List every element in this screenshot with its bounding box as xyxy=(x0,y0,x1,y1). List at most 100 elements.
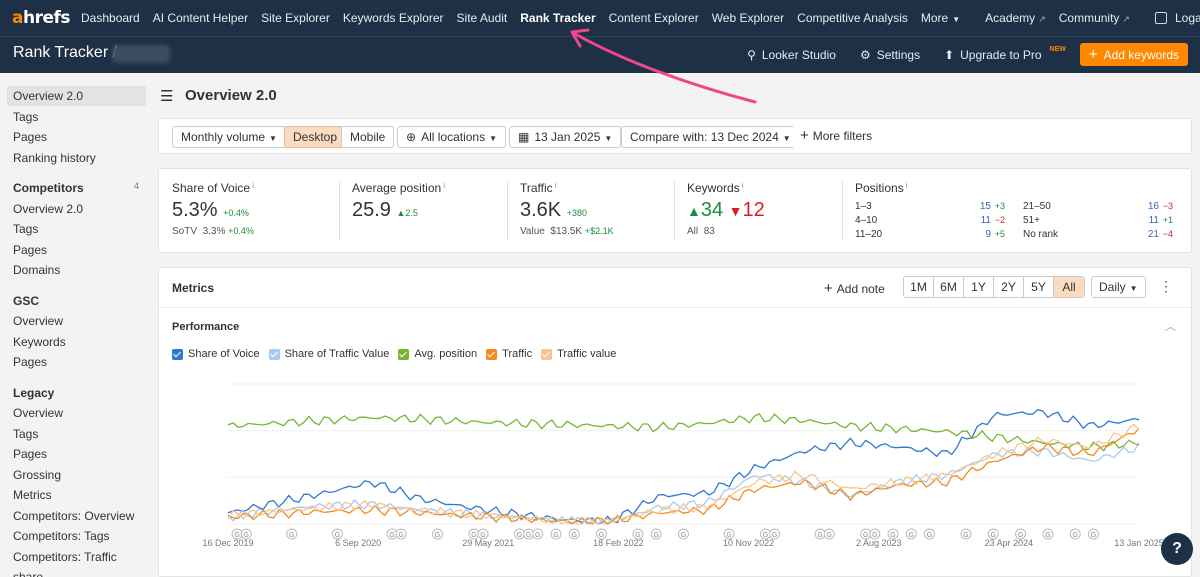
performance-chart[interactable]: G G G G G G G G G G G G G G G G G G G G G G G G G G G G G G G G G G16 Dec… xyxy=(171,374,1181,574)
legend-avg-position[interactable]: Avg. position xyxy=(398,348,477,360)
compare-dropdown[interactable]: Compare with: 13 Dec 2024 ▼ xyxy=(621,126,800,148)
note-marker[interactable] xyxy=(532,528,544,540)
add-keywords-button[interactable]: + Add keywords xyxy=(1079,43,1188,66)
nav-competitive-analysis[interactable]: Competitive Analysis xyxy=(797,11,908,25)
note-marker[interactable] xyxy=(432,528,444,540)
note-marker[interactable] xyxy=(769,528,781,540)
sidebar-item-tags[interactable]: Tags xyxy=(13,110,39,124)
series-line-avg-position[interactable] xyxy=(227,412,1140,452)
positions-row[interactable]: 21–50 16 −3 xyxy=(1023,201,1173,212)
device-mobile-toggle[interactable]: Mobile xyxy=(341,126,395,148)
series-line-share-of-voice[interactable] xyxy=(227,408,1140,525)
note-marker[interactable] xyxy=(923,528,935,540)
legend-traffic[interactable]: Traffic xyxy=(486,348,532,360)
volume-dropdown[interactable]: Monthly volume ▼ xyxy=(172,126,286,148)
sidebar-item-legacy-metrics[interactable]: Metrics xyxy=(13,488,52,502)
series-line-traffic-value[interactable] xyxy=(227,423,1140,525)
range-2y-button[interactable]: 2Y xyxy=(994,277,1024,297)
note-marker[interactable] xyxy=(568,528,580,540)
note-marker[interactable] xyxy=(596,528,608,540)
sidebar-item-legacy-competitors-overview[interactable]: Competitors: Overview xyxy=(13,509,135,523)
sidebar-item-competitors-overview[interactable]: Overview 2.0 xyxy=(13,202,84,216)
interval-dropdown[interactable]: Daily ▼ xyxy=(1091,276,1146,298)
more-filters-button[interactable]: + More filters xyxy=(792,126,881,148)
nav-dashboard[interactable]: Dashboard xyxy=(81,11,140,25)
legend-share-of-voice[interactable]: Share of Voice xyxy=(172,348,260,360)
note-marker[interactable] xyxy=(678,528,689,540)
note-marker[interactable] xyxy=(650,528,662,540)
sidebar-item-competitors-pages[interactable]: Pages xyxy=(13,243,48,257)
note-marker[interactable] xyxy=(823,528,835,540)
sidebar-item-gsc-overview[interactable]: Overview xyxy=(13,314,64,328)
locations-dropdown[interactable]: ⊕ All locations ▼ xyxy=(397,126,507,148)
project-name-redacted[interactable] xyxy=(112,45,170,63)
note-marker[interactable] xyxy=(286,528,298,540)
series-line-share-of-traffic-value[interactable] xyxy=(227,442,1140,525)
note-marker[interactable] xyxy=(1087,528,1099,540)
sidebar-item-legacy-overview[interactable]: Overview xyxy=(13,406,64,420)
info-icon[interactable]: i xyxy=(443,181,445,190)
range-all-button[interactable]: All xyxy=(1054,277,1084,297)
looker-studio-button[interactable]: ⚲ Looker Studio xyxy=(747,47,836,62)
nav-site-explorer[interactable]: Site Explorer xyxy=(261,11,330,25)
range-1m-button[interactable]: 1M xyxy=(904,277,934,297)
positions-row[interactable]: No rank 21 −4 xyxy=(1023,229,1173,240)
nav-community[interactable]: Community ↗ xyxy=(1058,11,1130,25)
positions-row[interactable]: 11–20 9 +5 xyxy=(855,229,1005,240)
add-note-button[interactable]: + Add note xyxy=(824,280,885,297)
ahrefs-logo[interactable]: ahrefs xyxy=(12,8,71,28)
legend-traffic-value[interactable]: Traffic value xyxy=(541,348,616,360)
sidebar-item-legacy-tags[interactable]: Tags xyxy=(13,427,39,441)
note-marker[interactable] xyxy=(632,528,644,540)
note-marker[interactable] xyxy=(477,528,489,540)
more-options-icon[interactable]: ⋮ xyxy=(1159,278,1173,294)
settings-button[interactable]: ⚙ Settings xyxy=(859,47,921,62)
date-picker[interactable]: ▦ 13 Jan 2025 ▼ xyxy=(509,126,622,148)
note-marker[interactable] xyxy=(331,528,343,540)
sidebar-item-gsc-keywords[interactable]: Keywords xyxy=(13,335,66,349)
checkbox-icon[interactable] xyxy=(541,348,553,360)
info-icon[interactable]: i xyxy=(252,181,254,190)
sidebar-item-legacy-competitors-traffic-share[interactable]: Competitors: Traffic share xyxy=(13,550,117,577)
checkbox-icon[interactable] xyxy=(486,348,498,360)
sidebar-item-legacy-pages[interactable]: Pages xyxy=(13,447,48,461)
device-desktop-toggle[interactable]: Desktop xyxy=(284,126,347,148)
checkbox-icon[interactable] xyxy=(172,348,183,360)
account-menu[interactable]: Loganix #1▼ xyxy=(1154,11,1200,25)
nav-keywords-explorer[interactable]: Keywords Explorer xyxy=(342,11,444,25)
note-marker[interactable] xyxy=(1042,528,1054,540)
sidebar-item-competitors-domains[interactable]: Domains xyxy=(13,263,61,277)
nav-site-audit[interactable]: Site Audit xyxy=(456,11,508,25)
range-1y-button[interactable]: 1Y xyxy=(964,277,994,297)
sidebar-item-gsc-pages[interactable]: Pages xyxy=(13,355,48,369)
checkbox-icon[interactable] xyxy=(398,348,410,360)
nav-academy[interactable]: Academy ↗ xyxy=(985,11,1046,25)
sidebar-item-ranking-history[interactable]: Ranking history xyxy=(13,151,96,165)
note-marker[interactable] xyxy=(240,528,252,540)
note-marker[interactable] xyxy=(395,528,407,540)
nav-rank-tracker[interactable]: Rank Tracker xyxy=(520,11,596,25)
series-line-traffic[interactable] xyxy=(227,428,1140,525)
collapse-icon[interactable]: ︿ xyxy=(1165,321,1176,333)
range-6m-button[interactable]: 6M xyxy=(934,277,964,297)
upgrade-button[interactable]: ⬆ Upgrade to Pro NEW xyxy=(944,46,1066,62)
info-icon[interactable]: i xyxy=(554,181,557,190)
info-icon[interactable]: i xyxy=(905,181,908,190)
note-marker[interactable] xyxy=(887,528,899,540)
sidebar-item-overview-2[interactable]: Overview 2.0 xyxy=(7,86,146,106)
nav-ai-content-helper[interactable]: AI Content Helper xyxy=(152,11,249,25)
sidebar-item-pages[interactable]: Pages xyxy=(13,130,48,144)
range-5y-button[interactable]: 5Y xyxy=(1024,277,1054,297)
positions-row[interactable]: 4–10 11 −2 xyxy=(855,215,1005,226)
menu-toggle-icon[interactable]: ☰ xyxy=(160,88,174,105)
checkbox-icon[interactable] xyxy=(268,348,280,360)
legend-share-of-traffic-value[interactable]: Share of Traffic Value xyxy=(268,348,389,360)
positions-row[interactable]: 1–3 15 +3 xyxy=(855,201,1005,212)
positions-row[interactable]: 51+ 11 +1 xyxy=(1023,215,1173,226)
info-icon[interactable]: i xyxy=(741,181,744,190)
note-marker[interactable] xyxy=(960,528,972,540)
note-marker[interactable] xyxy=(905,528,917,540)
note-marker[interactable] xyxy=(1015,528,1027,540)
note-marker[interactable] xyxy=(723,528,735,540)
note-marker[interactable] xyxy=(1069,528,1081,540)
